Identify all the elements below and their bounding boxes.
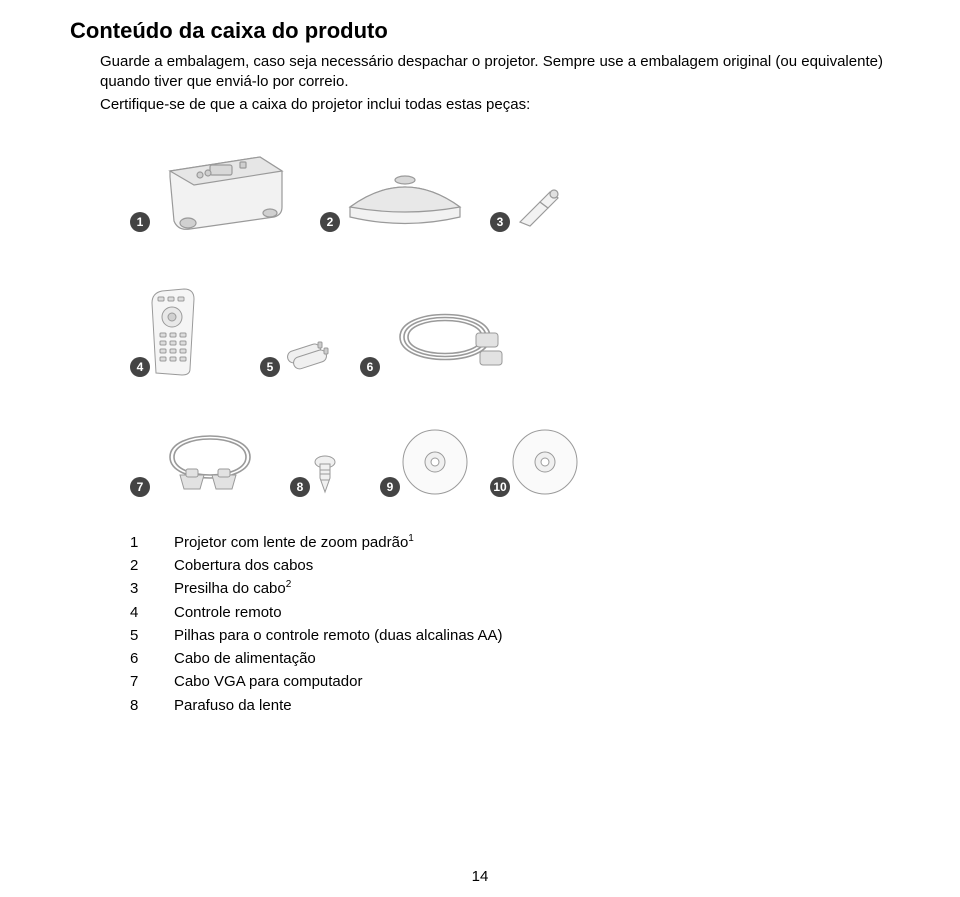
cable-clip-icon: [510, 182, 565, 232]
lens-screw-icon: [310, 452, 340, 497]
power-cable-icon: [380, 297, 510, 377]
badge-2: 2: [320, 212, 340, 232]
list-num: 3: [130, 577, 174, 600]
badge-8: 8: [290, 477, 310, 497]
badge-3: 3: [490, 212, 510, 232]
cable-cover-icon: [340, 162, 470, 232]
list-text: Presilha do cabo2: [174, 577, 291, 600]
intro-para-2: Certifique-se de que a caixa do projetor…: [70, 95, 890, 115]
list-text: Cobertura dos cabos: [174, 554, 313, 577]
vga-cable-icon: [150, 417, 270, 497]
list-num: 5: [130, 624, 174, 647]
list-text: Parafuso da lente: [174, 694, 292, 717]
list-item: 1 Projetor com lente de zoom padrão1: [130, 531, 890, 554]
badge-6: 6: [360, 357, 380, 377]
list-item: 8 Parafuso da lente: [130, 694, 890, 717]
list-num: 6: [130, 647, 174, 670]
page-title: Conteúdo da caixa do produto: [70, 18, 890, 44]
list-num: 4: [130, 601, 174, 624]
remote-icon: [150, 287, 198, 377]
list-text: Pilhas para o controle remoto (duas alca…: [174, 624, 503, 647]
parts-list: 1 Projetor com lente de zoom padrão1 2 C…: [70, 531, 890, 717]
batteries-icon: [280, 337, 335, 377]
badge-7: 7: [130, 477, 150, 497]
illustration-grid: 1 2: [70, 117, 890, 497]
badge-1: 1: [130, 212, 150, 232]
list-item: 4 Controle remoto: [130, 601, 890, 624]
list-item: 6 Cabo de alimentação: [130, 647, 890, 670]
badge-10: 10: [490, 477, 510, 497]
list-item: 2 Cobertura dos cabos: [130, 554, 890, 577]
list-item: 3 Presilha do cabo2: [130, 577, 890, 600]
illus-row: 4: [130, 287, 890, 377]
projector-icon: [150, 137, 300, 232]
cd-icon: [400, 427, 470, 497]
list-text: Projetor com lente de zoom padrão1: [174, 531, 414, 554]
list-item: 5 Pilhas para o controle remoto (duas al…: [130, 624, 890, 647]
intro-para-1: Guarde a embalagem, caso seja necessário…: [70, 52, 890, 93]
list-num: 7: [130, 670, 174, 693]
list-num: 2: [130, 554, 174, 577]
list-text: Cabo VGA para computador: [174, 670, 362, 693]
list-item: 7 Cabo VGA para computador: [130, 670, 890, 693]
badge-4: 4: [130, 357, 150, 377]
list-num: 1: [130, 531, 174, 554]
illus-row: 7 8: [130, 417, 890, 497]
illus-row: 1 2: [130, 137, 890, 232]
list-text: Controle remoto: [174, 601, 282, 624]
page-number: 14: [0, 868, 960, 885]
badge-5: 5: [260, 357, 280, 377]
list-text: Cabo de alimentação: [174, 647, 316, 670]
list-num: 8: [130, 694, 174, 717]
cd-icon: [510, 427, 580, 497]
badge-9: 9: [380, 477, 400, 497]
